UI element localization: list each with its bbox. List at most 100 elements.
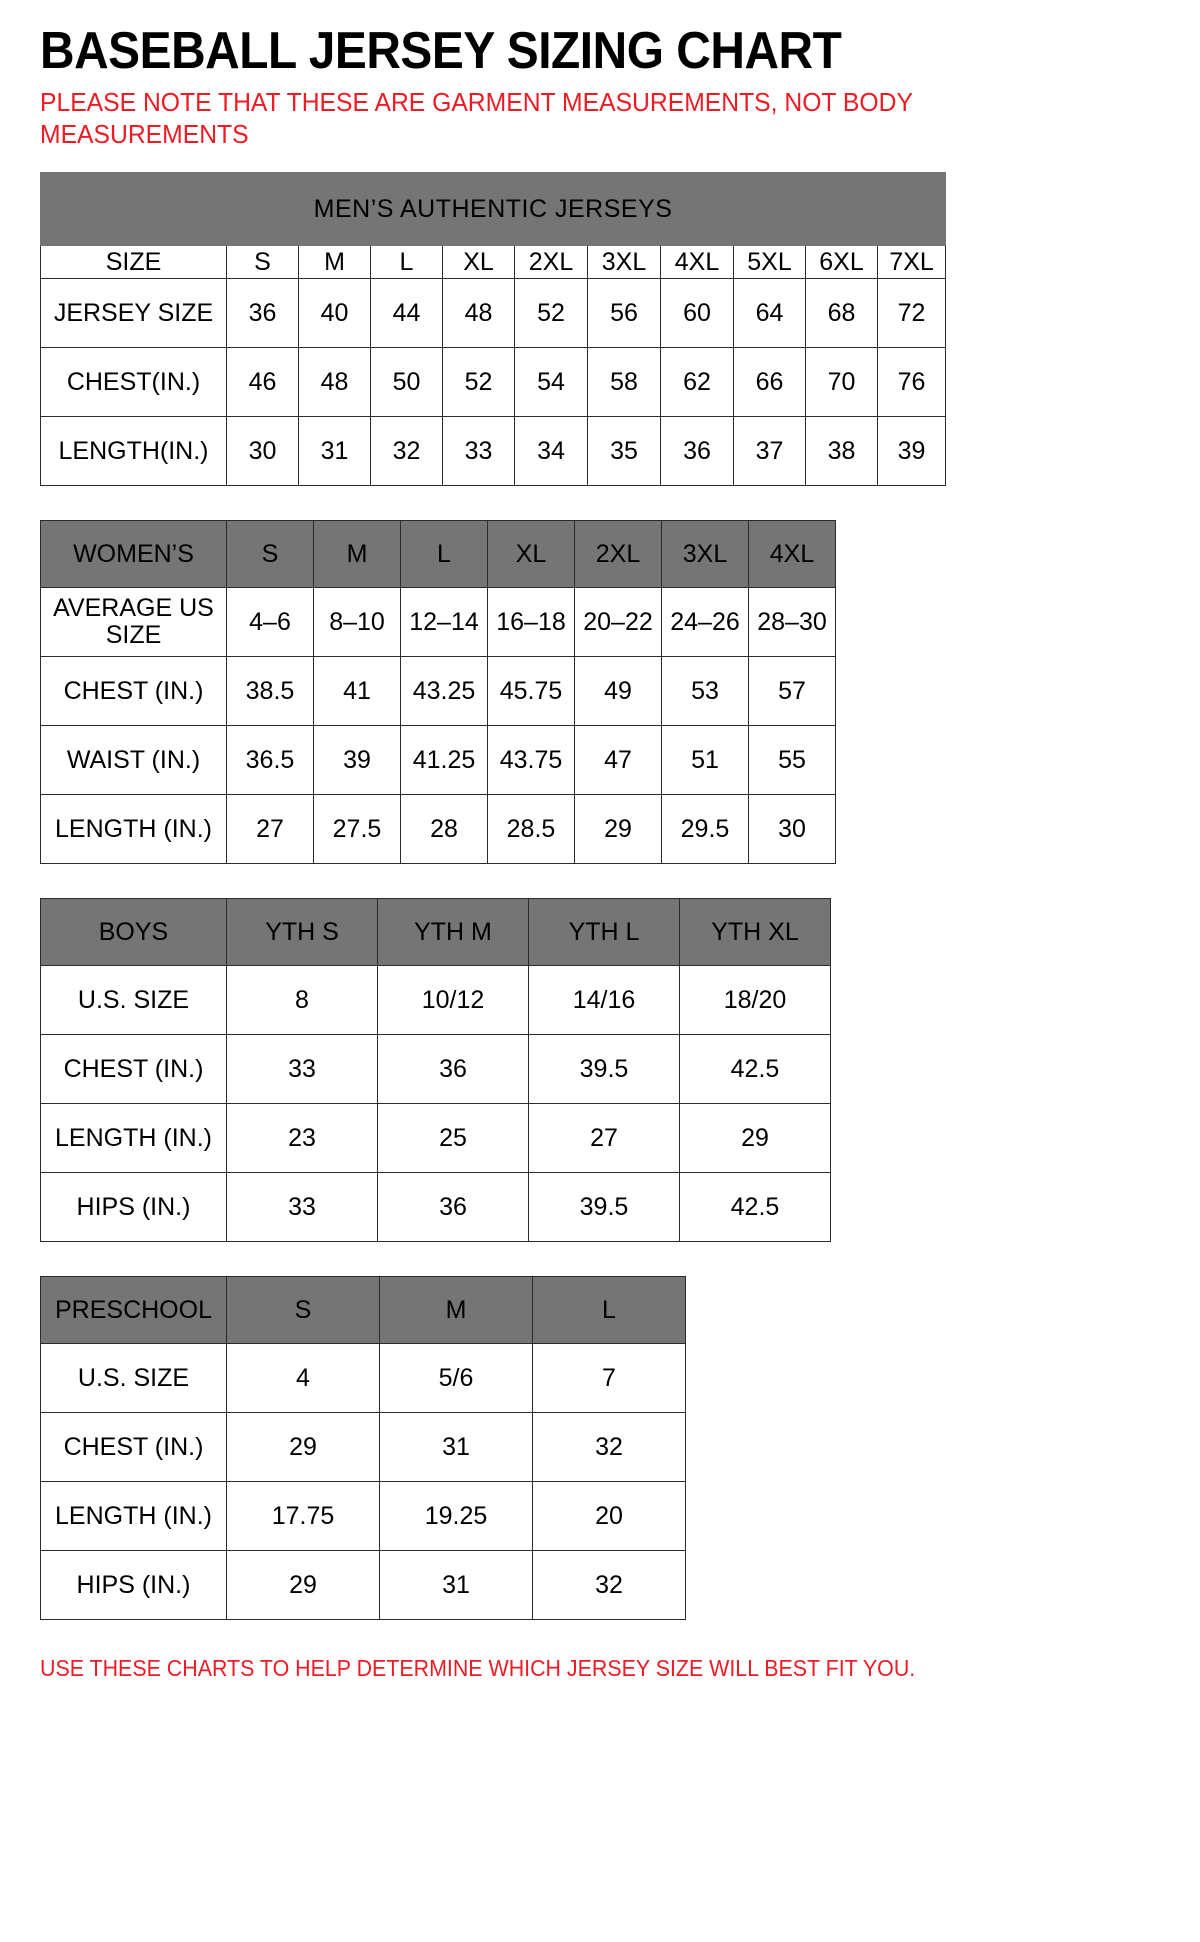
cell: 42.5 bbox=[679, 1034, 831, 1104]
cell: 40 bbox=[298, 278, 371, 348]
cell: 29 bbox=[226, 1550, 380, 1620]
cell: 29 bbox=[574, 794, 662, 864]
table-row: CHEST(IN.) 46 48 50 52 54 58 62 66 70 76 bbox=[40, 347, 947, 417]
cell: 7 bbox=[532, 1343, 686, 1413]
cell: 70 bbox=[805, 347, 878, 417]
cell: 31 bbox=[379, 1412, 533, 1482]
column-header-2xl: 2XL bbox=[514, 245, 588, 279]
cell: 23 bbox=[226, 1103, 378, 1173]
cell: 24–26 bbox=[661, 587, 749, 657]
cell: 28–30 bbox=[748, 587, 836, 657]
table-row: U.S. SIZE 8 10/12 14/16 18/20 bbox=[40, 965, 831, 1035]
cell: 10/12 bbox=[377, 965, 529, 1035]
row-label: CHEST (IN.) bbox=[40, 1034, 227, 1104]
preschool-sizing-table: PRESCHOOL S M L U.S. SIZE 4 5/6 7 CHEST … bbox=[40, 1276, 686, 1620]
cell: 50 bbox=[370, 347, 443, 417]
cell: 29.5 bbox=[661, 794, 749, 864]
cell: 33 bbox=[226, 1034, 378, 1104]
cell: 53 bbox=[661, 656, 749, 726]
cell: 68 bbox=[805, 278, 878, 348]
column-header-s: S bbox=[226, 1276, 380, 1344]
cell: 31 bbox=[379, 1550, 533, 1620]
chart-footer-note: USE THESE CHARTS TO HELP DETERMINE WHICH… bbox=[40, 1655, 916, 1681]
cell: 62 bbox=[660, 347, 734, 417]
boys-sizing-table: BOYS YTH S YTH M YTH L YTH XL U.S. SIZE … bbox=[40, 898, 831, 1242]
cell: 57 bbox=[748, 656, 836, 726]
cell: 36 bbox=[377, 1172, 529, 1242]
cell: 4–6 bbox=[226, 587, 314, 657]
row-label: LENGTH (IN.) bbox=[40, 1481, 227, 1551]
column-header-yth-l: YTH L bbox=[528, 898, 680, 966]
cell: 35 bbox=[587, 416, 661, 486]
cell: 4 bbox=[226, 1343, 380, 1413]
cell: 16–18 bbox=[487, 587, 575, 657]
table-row: LENGTH (IN.) 23 25 27 29 bbox=[40, 1103, 831, 1173]
cell: 19.25 bbox=[379, 1481, 533, 1551]
row-label: CHEST(IN.) bbox=[40, 347, 227, 417]
column-header-size: SIZE bbox=[40, 245, 227, 279]
cell: 60 bbox=[660, 278, 734, 348]
column-header-7xl: 7XL bbox=[876, 245, 947, 279]
cell: 17.75 bbox=[226, 1481, 380, 1551]
row-label: HIPS (IN.) bbox=[40, 1172, 227, 1242]
table-row: LENGTH (IN.) 17.75 19.25 20 bbox=[40, 1481, 686, 1551]
column-header-yth-m: YTH M bbox=[377, 898, 529, 966]
column-header-l: L bbox=[370, 245, 443, 279]
cell: 42.5 bbox=[679, 1172, 831, 1242]
table-row: LENGTH (IN.) 27 27.5 28 28.5 29 29.5 30 bbox=[40, 794, 836, 864]
cell: 32 bbox=[532, 1412, 686, 1482]
cell: 39.5 bbox=[528, 1172, 680, 1242]
cell: 48 bbox=[298, 347, 371, 417]
cell: 45.75 bbox=[487, 656, 575, 726]
cell: 54 bbox=[514, 347, 588, 417]
cell: 55 bbox=[748, 725, 836, 795]
cell: 25 bbox=[377, 1103, 529, 1173]
cell: 29 bbox=[679, 1103, 831, 1173]
cell: 49 bbox=[574, 656, 662, 726]
cell: 43.25 bbox=[400, 656, 488, 726]
cell: 58 bbox=[587, 347, 661, 417]
cell: 46 bbox=[226, 347, 299, 417]
table-banner-row: MEN’S AUTHENTIC JERSEYS bbox=[39, 172, 947, 246]
cell: 51 bbox=[661, 725, 749, 795]
cell: 33 bbox=[226, 1172, 378, 1242]
column-header-m: M bbox=[298, 245, 371, 279]
column-header-4xl: 4XL bbox=[660, 245, 734, 279]
page-title: BASEBALL JERSEY SIZING CHART bbox=[40, 22, 842, 80]
cell: 36 bbox=[226, 278, 299, 348]
column-header-s: S bbox=[226, 245, 299, 279]
table-row: CHEST (IN.) 38.5 41 43.25 45.75 49 53 57 bbox=[40, 656, 836, 726]
table-header-row: WOMEN’S S M L XL 2XL 3XL 4XL bbox=[40, 520, 836, 588]
cell: 27 bbox=[528, 1103, 680, 1173]
cell: 39.5 bbox=[528, 1034, 680, 1104]
column-header-yth-xl: YTH XL bbox=[679, 898, 831, 966]
cell: 39 bbox=[876, 416, 947, 486]
cell: 27 bbox=[226, 794, 314, 864]
cell: 44 bbox=[370, 278, 443, 348]
column-header-yth-s: YTH S bbox=[226, 898, 378, 966]
column-header-m: M bbox=[313, 520, 401, 588]
cell: 47 bbox=[574, 725, 662, 795]
cell: 76 bbox=[876, 347, 947, 417]
cell: 38 bbox=[805, 416, 878, 486]
cell: 32 bbox=[370, 416, 443, 486]
row-label: JERSEY SIZE bbox=[40, 278, 227, 348]
row-label: WAIST (IN.) bbox=[40, 725, 227, 795]
cell: 43.75 bbox=[487, 725, 575, 795]
table-header-row: BOYS YTH S YTH M YTH L YTH XL bbox=[40, 898, 831, 966]
cell: 64 bbox=[733, 278, 806, 348]
womens-banner-label: WOMEN’S bbox=[40, 520, 227, 588]
cell: 20 bbox=[532, 1481, 686, 1551]
cell: 12–14 bbox=[400, 587, 488, 657]
column-header-xl: XL bbox=[487, 520, 575, 588]
cell: 41 bbox=[313, 656, 401, 726]
cell: 34 bbox=[514, 416, 588, 486]
cell: 52 bbox=[442, 347, 515, 417]
table-row: CHEST (IN.) 29 31 32 bbox=[40, 1412, 686, 1482]
row-label: LENGTH (IN.) bbox=[40, 794, 227, 864]
cell: 29 bbox=[226, 1412, 380, 1482]
cell: 30 bbox=[748, 794, 836, 864]
table-row: JERSEY SIZE 36 40 44 48 52 56 60 64 68 7… bbox=[40, 278, 947, 348]
column-header-xl: XL bbox=[442, 245, 515, 279]
cell: 72 bbox=[876, 278, 947, 348]
